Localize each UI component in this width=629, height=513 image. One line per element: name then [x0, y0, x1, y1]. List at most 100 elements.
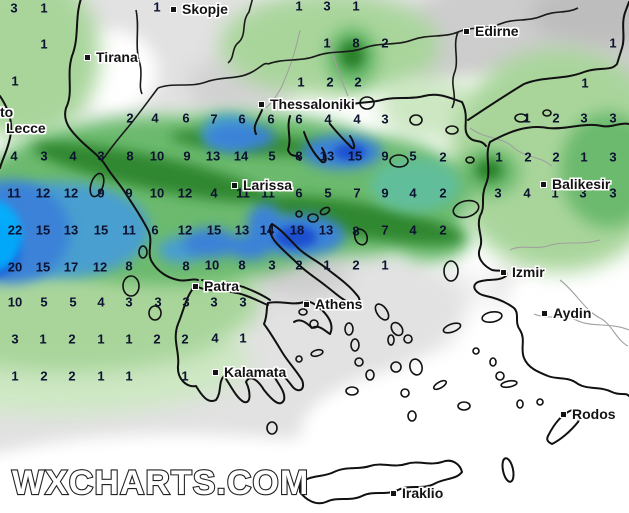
city-label-to: to: [0, 104, 13, 120]
precip-value: 2: [352, 257, 360, 273]
precip-value: 2: [153, 331, 161, 347]
precip-value: 3: [609, 185, 617, 201]
city-name: to: [0, 104, 14, 120]
precip-value: 11: [261, 185, 275, 201]
precip-value: 1: [125, 368, 133, 384]
precip-value: 1: [352, 0, 360, 14]
gray-shading-dark: [530, 0, 629, 46]
city-label-lecce: Lecce: [6, 120, 46, 136]
city-label-balikesir: Balikesir: [540, 176, 610, 192]
precip-value: 3: [268, 257, 276, 273]
precip-value: 3: [40, 148, 48, 164]
city-label-izmir: Izmir: [500, 264, 545, 280]
precip-value: 9: [125, 185, 133, 201]
precip-value: 12: [177, 222, 193, 238]
precip-value: 7: [210, 111, 218, 127]
precip-value: 15: [206, 222, 222, 238]
city-label-rodos: Rodos: [560, 406, 616, 422]
precip-value: 10: [7, 294, 23, 310]
precip-value: 2: [68, 331, 76, 347]
precip-value: 5: [409, 148, 417, 164]
precip-value: 1: [97, 368, 105, 384]
precip-value: 5: [324, 185, 332, 201]
city-name: Thessaloniki: [270, 96, 355, 112]
precip-value: 4: [409, 222, 417, 238]
precip-value: 2: [524, 149, 532, 165]
precip-value: 12: [63, 185, 79, 201]
precip-value: 3: [609, 110, 617, 126]
precip-value: 1: [181, 368, 189, 384]
precip-value: 15: [35, 222, 51, 238]
city-label-kalamata: Kalamata: [212, 364, 286, 380]
precip-value: 13: [318, 222, 334, 238]
precip-value: 1: [581, 75, 589, 91]
precip-value: 14: [259, 222, 275, 238]
city-label-tirana: Tirana: [84, 49, 138, 65]
precip-value: 12: [92, 259, 108, 275]
precip-value: 8: [182, 258, 190, 274]
city-marker-icon: [303, 300, 310, 308]
precip-value: 9: [183, 148, 191, 164]
precip-value: 18: [289, 222, 305, 238]
precip-value: 3: [579, 185, 587, 201]
city-marker-icon: [541, 309, 548, 317]
city-name: Tirana: [96, 49, 138, 65]
city-label-aydin: Aydin: [541, 305, 591, 321]
precip-value: 15: [35, 259, 51, 275]
city-name: Larissa: [243, 177, 293, 193]
precip-value: 13: [63, 222, 79, 238]
precip-value: 2: [354, 74, 362, 90]
precip-value: 4: [210, 185, 218, 201]
precip-value: 1: [40, 36, 48, 52]
city-name: Lecce: [6, 120, 46, 136]
city-name: Balikesir: [552, 176, 611, 192]
precip-value: 8: [126, 148, 134, 164]
precip-value: 4: [151, 110, 159, 126]
precip-value: 6: [151, 222, 159, 238]
precip-value: 2: [68, 368, 76, 384]
precip-value: 2: [439, 222, 447, 238]
precip-value: 1: [125, 331, 133, 347]
city-label-athens: Athens: [303, 296, 362, 312]
precip-value: 1: [297, 74, 305, 90]
city-marker-icon: [390, 489, 397, 497]
precip-value: 1: [295, 0, 303, 14]
city-marker-icon: [84, 53, 91, 61]
city-name: Izmir: [512, 264, 545, 280]
precip-value: 7: [353, 185, 361, 201]
blue-bright-shading: [0, 201, 22, 271]
precip-value: 1: [580, 149, 588, 165]
city-label-skopje: Skopje: [170, 1, 228, 17]
city-name: Aydin: [553, 305, 592, 321]
city-marker-icon: [170, 5, 177, 13]
precip-value: 9: [381, 185, 389, 201]
precip-value: 9: [381, 148, 389, 164]
precip-value: 1: [609, 35, 617, 51]
precip-value: 3: [381, 111, 389, 127]
precip-value: 1: [11, 368, 19, 384]
city-marker-icon: [231, 181, 238, 189]
city-name: Edirne: [475, 23, 519, 39]
precip-value: 10: [204, 257, 220, 273]
city-label-patra: Patra: [192, 278, 239, 294]
wxcharts-watermark: WXCHARTS.COM: [11, 463, 310, 503]
precip-value: 6: [295, 185, 303, 201]
precip-value: 4: [69, 148, 77, 164]
precip-value: 8: [352, 35, 360, 51]
precip-value: 5: [40, 294, 48, 310]
precip-value: 13: [205, 148, 221, 164]
rivers: [265, 29, 629, 347]
precip-value: 2: [439, 185, 447, 201]
precip-value: 3: [239, 294, 247, 310]
precip-value: 1: [153, 0, 161, 15]
precip-value: 20: [7, 259, 23, 275]
precip-value: 2: [295, 257, 303, 273]
precip-value: 1: [40, 0, 48, 16]
precip-value: 8: [295, 148, 303, 164]
precip-value: 3: [182, 294, 190, 310]
city-marker-icon: [192, 282, 199, 290]
city-marker-icon: [212, 368, 219, 376]
